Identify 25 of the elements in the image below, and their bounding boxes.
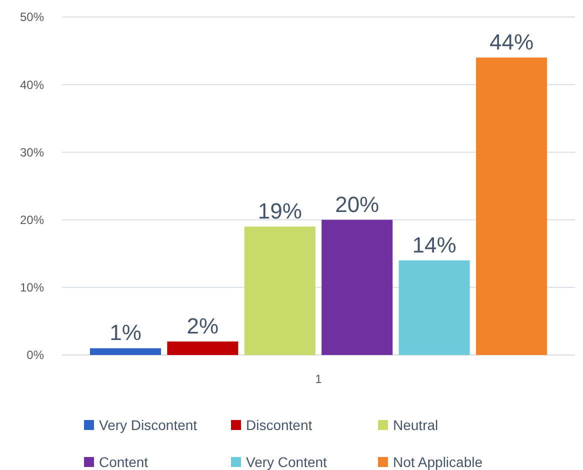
bar xyxy=(398,260,470,355)
legend-label: Discontent xyxy=(246,416,312,433)
bar xyxy=(90,348,161,355)
data-label: 2% xyxy=(186,313,219,338)
legend-label: Content xyxy=(99,454,148,470)
data-label: 14% xyxy=(412,232,456,258)
y-tick-label: 20% xyxy=(20,213,44,227)
data-label: 19% xyxy=(258,198,302,224)
y-tick-label: 0% xyxy=(26,348,44,362)
y-tick-label: 10% xyxy=(20,280,44,295)
bar xyxy=(244,226,316,355)
bar xyxy=(322,220,393,355)
data-label: 20% xyxy=(335,192,380,217)
legend-label: Not Applicable xyxy=(393,454,483,470)
y-tick-label: 40% xyxy=(20,78,44,92)
legend-label: Neutral xyxy=(393,416,438,433)
bar xyxy=(476,58,548,355)
x-tick-label: 1 xyxy=(315,372,322,386)
y-tick-label: 50% xyxy=(20,10,44,24)
legend-label: Very Discontent xyxy=(99,416,198,433)
data-label: 1% xyxy=(110,320,142,346)
data-label: 44% xyxy=(489,30,534,55)
bar xyxy=(167,341,238,355)
legend-label: Very Content xyxy=(246,454,328,470)
y-tick-label: 30% xyxy=(20,145,44,160)
